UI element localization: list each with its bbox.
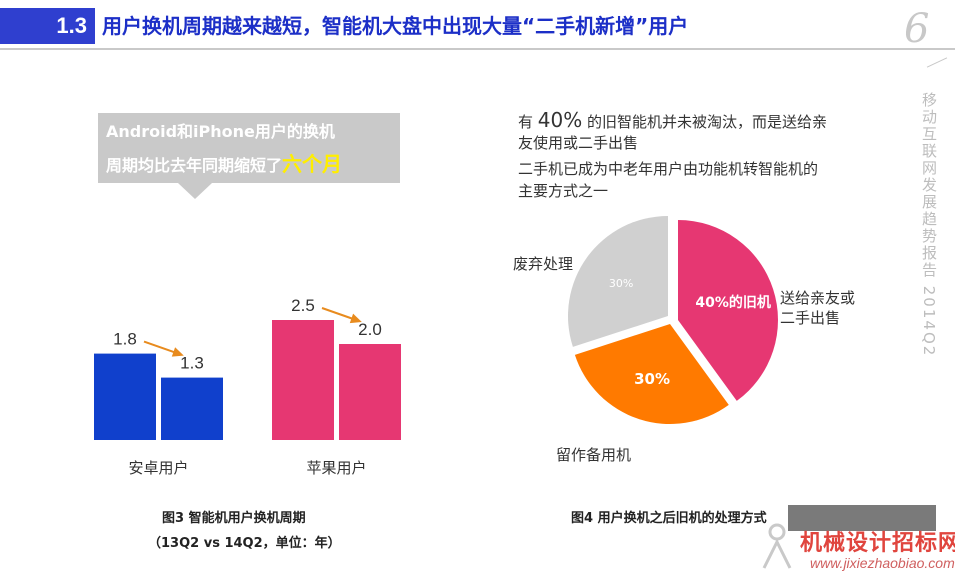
callout-box bbox=[98, 113, 400, 183]
report-side-title: 移动互联网发展趋势报告 2014Q2 bbox=[920, 92, 938, 358]
page-number: 6 bbox=[904, 6, 930, 52]
pie-label-spare: 留作备用机 bbox=[556, 446, 632, 464]
pie-slice-label: 30% bbox=[609, 277, 633, 290]
section-number: 1.3 bbox=[0, 8, 95, 44]
right-text-line-1-prefix: 有 bbox=[518, 113, 534, 131]
trend-arrow-head bbox=[349, 313, 362, 324]
bar-0-0 bbox=[94, 353, 156, 440]
bar-value-label: 2.0 bbox=[358, 320, 382, 339]
callout-highlight: 六个月 bbox=[282, 152, 343, 176]
watermark-bar bbox=[788, 505, 936, 531]
old-phone-disposal-pie-chart: 40%的旧机 30% 30% bbox=[568, 216, 778, 424]
callout-line-2: 周期均比去年同期缩短了六个月 bbox=[106, 148, 342, 177]
pie-label-gift-1: 送给亲友或 bbox=[780, 289, 856, 307]
bar-value-label: 1.8 bbox=[113, 330, 137, 349]
bar-1-0 bbox=[272, 320, 334, 440]
right-text-line-2: 友使用或二手出售 bbox=[518, 134, 639, 152]
watermark-text: 机械设计招标网 bbox=[800, 531, 955, 556]
bar-value-label: 1.3 bbox=[180, 354, 204, 373]
right-text-highlight: 40% bbox=[537, 108, 583, 132]
callout-line-2-text: 周期均比去年同期缩短了 bbox=[106, 156, 283, 175]
page-title: 用户换机周期越来越短，智能机大盘中出现大量“二手机新增”用户 bbox=[102, 14, 689, 38]
watermark-url: www.jixiezhaobiao.com bbox=[810, 555, 955, 571]
trend-arrow-head bbox=[171, 347, 184, 357]
fig3-caption: 图3 智能机用户换机周期 bbox=[162, 511, 306, 526]
bar-1-1 bbox=[339, 344, 401, 440]
pie-label-discard: 废弃处理 bbox=[513, 255, 574, 273]
callout-pointer bbox=[178, 183, 212, 199]
x-tick-label: 苹果用户 bbox=[306, 459, 366, 477]
right-text-line-1: 有 40% 的旧智能机并未被淘汰，而是送给亲 bbox=[518, 108, 827, 132]
replacement-cycle-bar-chart: 1.8 1.3 安卓用户 2.5 2.0 苹果用户 bbox=[94, 296, 401, 477]
side-divider bbox=[926, 57, 948, 68]
watermark-logo-icon bbox=[762, 523, 792, 569]
pie-slice-label: 30% bbox=[634, 370, 670, 388]
pie-slice-label: 40%的旧机 bbox=[695, 294, 771, 311]
right-text-line-3: 二手机已成为中老年用户由功能机转智能机的 bbox=[518, 160, 819, 178]
fig4-caption: 图4 用户换机之后旧机的处理方式 bbox=[571, 511, 767, 526]
pie-slice-2 bbox=[568, 216, 668, 347]
pie-slice-0 bbox=[678, 220, 778, 401]
right-text-line-4: 主要方式之一 bbox=[518, 182, 609, 200]
bar-0-1 bbox=[161, 377, 223, 440]
right-text-line-1-suffix: 的旧智能机并未被淘汰，而是送给亲 bbox=[587, 113, 828, 131]
x-tick-label: 安卓用户 bbox=[128, 459, 188, 477]
callout-line-1: Android和iPhone用户的换机 bbox=[106, 122, 335, 141]
header-divider bbox=[0, 48, 955, 50]
fig3-subcaption: （13Q2 vs 14Q2，单位：年） bbox=[148, 536, 341, 551]
pie-slice-1 bbox=[574, 324, 729, 424]
pie-label-gift-2: 二手出售 bbox=[780, 309, 841, 327]
bar-value-label: 2.5 bbox=[291, 296, 315, 315]
